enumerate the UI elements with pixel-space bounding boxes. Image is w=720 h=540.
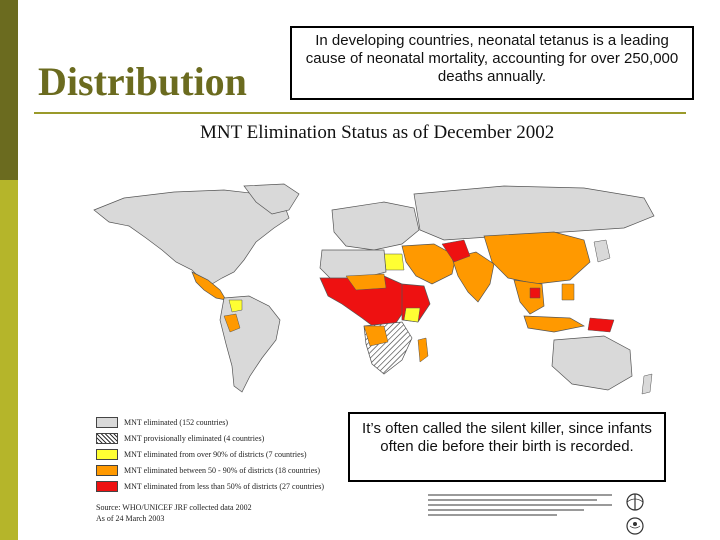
region-angola-zambia: [363, 325, 389, 347]
region-madagascar: [417, 337, 429, 363]
legend-item: MNT eliminated from over 90% of district…: [96, 448, 346, 461]
region-peru-bolivia: [223, 313, 241, 333]
region-philippines: [561, 283, 575, 301]
region-europe: [331, 201, 420, 251]
legend-swatch: [96, 481, 118, 492]
callout-top: In developing countries, neonatal tetanu…: [290, 26, 694, 100]
region-kenya: [403, 307, 421, 323]
region-south-america: [219, 295, 281, 393]
legend-label: MNT eliminated from over 90% of district…: [124, 450, 307, 459]
region-russia: [413, 185, 655, 241]
region-japan-korea: [593, 239, 611, 263]
slide-title: Distribution: [38, 59, 247, 104]
region-pakistan-afghanistan: [441, 239, 471, 263]
legend-item: MNT eliminated between 50 - 90% of distr…: [96, 464, 346, 477]
map-legend: MNT eliminated (152 countries) MNT provis…: [96, 416, 346, 496]
who-emblem-icon: [626, 493, 644, 511]
unicef-emblem-icon: [626, 517, 644, 535]
legend-label: MNT eliminated from less than 50% of dis…: [124, 482, 325, 491]
map-disclaimer-text: [428, 494, 612, 530]
sidebar-light-bar: [0, 180, 18, 540]
region-egypt: [383, 253, 405, 271]
source-text: Source: WHO/UNICEF JRF collected data 20…: [96, 503, 252, 512]
legend-label: MNT eliminated (152 countries): [124, 418, 229, 427]
region-china: [483, 231, 591, 285]
date-text: As of 24 March 2003: [96, 514, 165, 523]
legend-swatch: [96, 433, 118, 444]
callout-bottom: It’s often called the silent killer, sin…: [348, 412, 666, 482]
region-greenland: [243, 183, 300, 215]
legend-swatch: [96, 449, 118, 460]
title-rule: [34, 112, 686, 114]
map-title: MNT Elimination Status as of December 20…: [200, 122, 555, 143]
region-sahel: [345, 273, 387, 291]
legend-swatch: [96, 417, 118, 428]
region-indonesia: [523, 315, 585, 333]
legend-swatch: [96, 465, 118, 476]
legend-item: MNT eliminated (152 countries): [96, 416, 346, 429]
region-middle-east: [401, 243, 457, 285]
region-central-america: [191, 271, 227, 301]
region-south-asia: [451, 251, 495, 303]
region-cambodia: [529, 287, 541, 299]
legend-label: MNT eliminated between 50 - 90% of distr…: [124, 466, 321, 475]
world-map: [93, 183, 655, 395]
region-colombia: [228, 299, 243, 313]
region-australia: [551, 335, 633, 391]
region-north-america: [93, 189, 290, 285]
region-new-zealand: [641, 373, 653, 395]
map-source: Source: WHO/UNICEF JRF collected data 20…: [96, 502, 252, 524]
legend-item: MNT provisionally eliminated (4 countrie…: [96, 432, 346, 445]
legend-label: MNT provisionally eliminated (4 countrie…: [124, 434, 265, 443]
legend-item: MNT eliminated from less than 50% of dis…: [96, 480, 346, 493]
region-png: [587, 317, 615, 333]
